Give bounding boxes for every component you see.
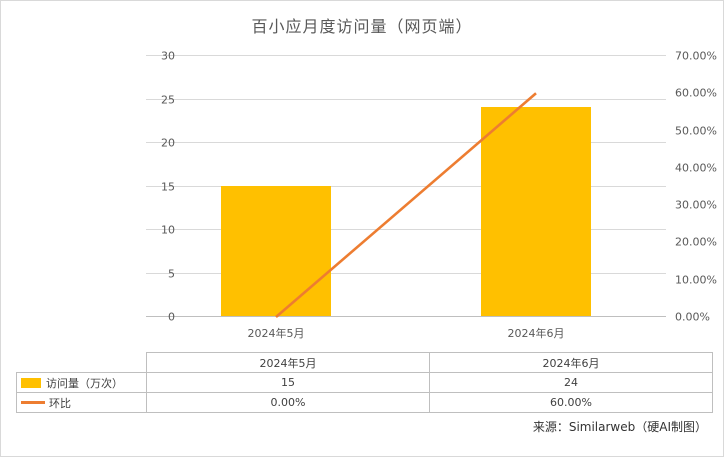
gridline	[146, 98, 666, 100]
plot-area	[146, 55, 666, 317]
right-axis: 70.00% 60.00% 50.00% 40.00% 30.00% 20.00…	[675, 50, 723, 324]
right-axis-tick: 40.00%	[675, 161, 717, 175]
data-table: 2024年5月 2024年6月 访问量（万次） 15 24 环比 0.00% 6…	[16, 352, 713, 413]
x-axis-label: 2024年5月	[247, 327, 305, 340]
table-value-cell: 15	[146, 372, 430, 393]
table-row: 访问量（万次） 15 24	[16, 372, 713, 393]
right-axis-tick: 10.00%	[675, 273, 717, 287]
left-axis-tick: 30	[161, 49, 175, 63]
right-axis-tick: 60.00%	[675, 86, 717, 100]
bar-legend-swatch-icon	[21, 377, 41, 388]
right-axis-tick: 50.00%	[675, 124, 717, 138]
gridline	[146, 142, 666, 143]
left-axis-tick: 15	[161, 180, 175, 193]
source-note: 来源：Similarweb（硬AI制图）	[532, 420, 707, 434]
left-axis-tick: 5	[168, 267, 175, 280]
table-row: 环比 0.00% 60.00%	[16, 392, 713, 413]
x-axis-labels: 2024年5月 2024年6月	[146, 325, 666, 341]
table-header-cell: 2024年5月	[146, 352, 430, 373]
right-axis-tick: 30.00%	[675, 198, 717, 212]
left-axis-tick: 20	[161, 136, 175, 150]
trend-line-layer	[146, 56, 666, 317]
x-axis-label: 2024年6月	[507, 327, 565, 340]
table-corner-cell	[16, 352, 147, 373]
gridline	[146, 55, 666, 56]
bar-2024-06	[481, 107, 591, 316]
trend-line	[276, 93, 536, 317]
left-axis-tick: 0	[168, 310, 175, 324]
left-axis-tick: 10	[161, 223, 175, 237]
gridline	[146, 272, 666, 274]
right-axis-tick: 70.00%	[675, 49, 717, 63]
table-value-cell: 24	[429, 372, 713, 393]
table-value-cell: 0.00%	[146, 392, 430, 413]
series-label: 环比	[49, 396, 71, 410]
left-axis: 30 25 20 15 10 5 0	[91, 50, 175, 324]
table-header-row: 2024年5月 2024年6月	[16, 352, 713, 373]
table-value-cell: 60.00%	[429, 392, 713, 413]
series-label-cell: 环比	[16, 392, 147, 413]
left-axis-tick: 25	[161, 93, 175, 107]
bar-2024-05	[221, 185, 331, 316]
gridline	[146, 229, 666, 231]
right-axis-tick: 0.00%	[675, 310, 710, 324]
x-axis-line	[146, 316, 666, 317]
line-legend-swatch-icon	[21, 400, 45, 404]
series-label: 访问量（万次）	[46, 376, 123, 390]
table-header-cell: 2024年6月	[429, 352, 713, 373]
right-axis-tick: 20.00%	[675, 235, 717, 249]
chart-title: 百小应月度访问量（网页端）	[251, 17, 473, 36]
series-label-cell: 访问量（万次）	[16, 372, 147, 393]
gridline	[146, 185, 666, 187]
